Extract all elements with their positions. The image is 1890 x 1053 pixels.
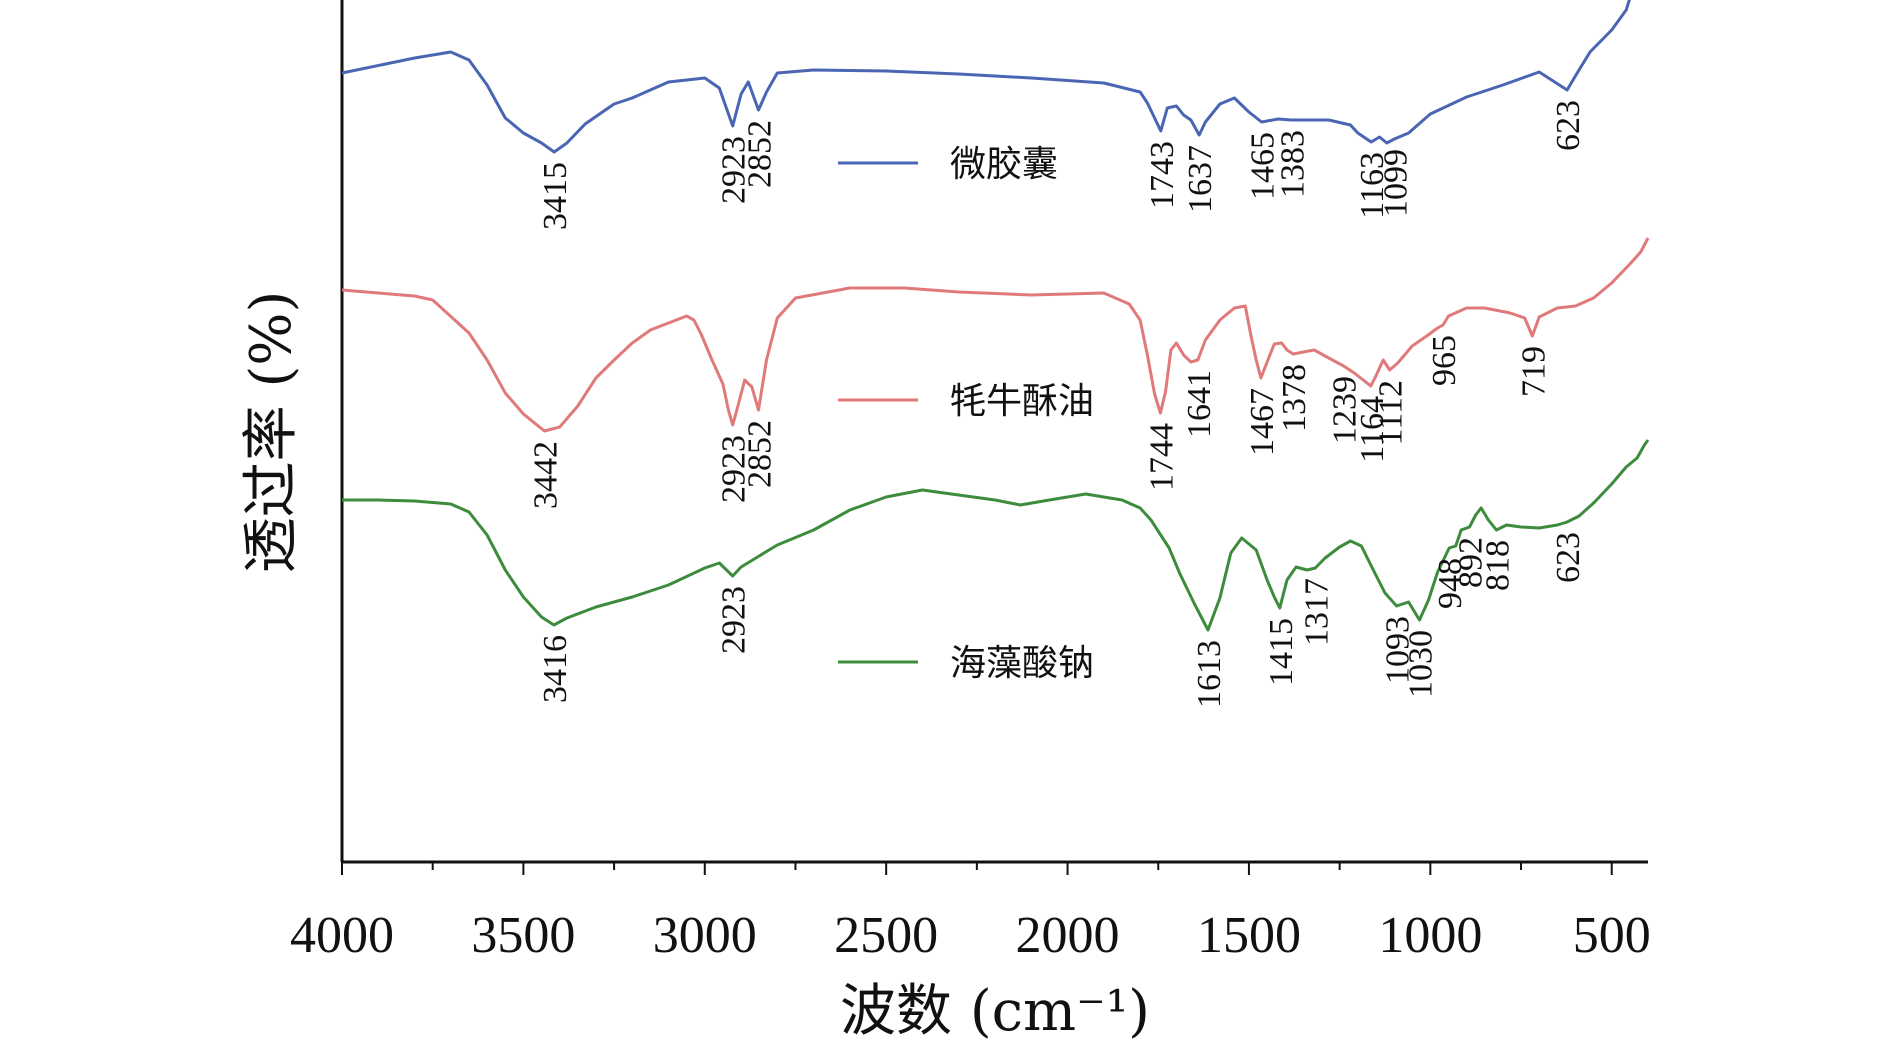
peak-label: 1239	[1327, 376, 1364, 444]
peak-label: 1383	[1274, 130, 1311, 198]
peak-label: 2852	[742, 120, 779, 188]
peak-label: 623	[1550, 100, 1587, 151]
peak-label: 2923	[716, 435, 753, 503]
peak-label: 1163	[1354, 152, 1391, 219]
peak-label: 3416	[537, 635, 574, 703]
peak-label: 3442	[527, 441, 564, 509]
x-axis-title: 波数 (cm⁻¹)	[840, 979, 1150, 1044]
peak-label: 1415	[1263, 618, 1300, 686]
series-line-2	[342, 439, 1650, 632]
peak-label: 1467	[1244, 388, 1281, 456]
x-tick-label: 3000	[653, 907, 757, 964]
series-line-0	[341, 0, 1631, 154]
peak-label: 2923	[716, 586, 753, 654]
x-tick-labels: 4000 3500 3000 2500 2000 1500 1000 500	[290, 907, 1651, 964]
peak-label: 1744	[1143, 423, 1180, 491]
peak-label: 1099	[1377, 149, 1414, 217]
legend-label-2: 海藻酸钠	[950, 643, 1094, 684]
peak-label: 623	[1550, 532, 1587, 583]
peak-label: 2923	[716, 136, 753, 204]
x-tick-label: 4000	[290, 907, 394, 964]
peak-label: 1317	[1298, 578, 1335, 646]
peak-label: 892	[1453, 537, 1490, 588]
x-tick-label: 3500	[471, 907, 575, 964]
peak-label: 3415	[537, 162, 574, 230]
axes	[340, 0, 1648, 864]
peak-label: 818	[1479, 540, 1516, 591]
x-tick-label: 500	[1573, 907, 1651, 964]
series-line-1	[341, 237, 1650, 433]
peak-label: 948	[1432, 558, 1469, 609]
x-tick-label: 2000	[1016, 907, 1120, 964]
peak-label: 1112	[1373, 380, 1410, 445]
peak-label: 965	[1426, 335, 1463, 386]
y-axis-title: 透过率 (%)	[239, 291, 304, 574]
peak-label: 1465	[1245, 132, 1282, 200]
peak-label: 1093	[1380, 616, 1417, 684]
series-layer	[341, 0, 1650, 632]
x-tick-label: 1000	[1378, 907, 1482, 964]
peak-label: 1030	[1403, 630, 1440, 698]
x-tick-label: 1500	[1197, 907, 1301, 964]
legend-label-0: 微胶囊	[950, 144, 1058, 185]
peak-label: 1164	[1354, 396, 1391, 463]
x-ticks	[341, 862, 1613, 875]
peak-label: 1641	[1181, 370, 1218, 438]
peak-label: 1613	[1191, 640, 1228, 708]
peak-label: 1637	[1182, 145, 1219, 213]
peak-label: 2852	[742, 420, 779, 488]
peak-label: 1743	[1144, 141, 1181, 209]
x-tick-label: 2500	[834, 907, 938, 964]
peak-label: 719	[1515, 346, 1552, 397]
peak-label: 1378	[1276, 364, 1313, 432]
legend-label-1: 牦牛酥油	[950, 381, 1094, 422]
